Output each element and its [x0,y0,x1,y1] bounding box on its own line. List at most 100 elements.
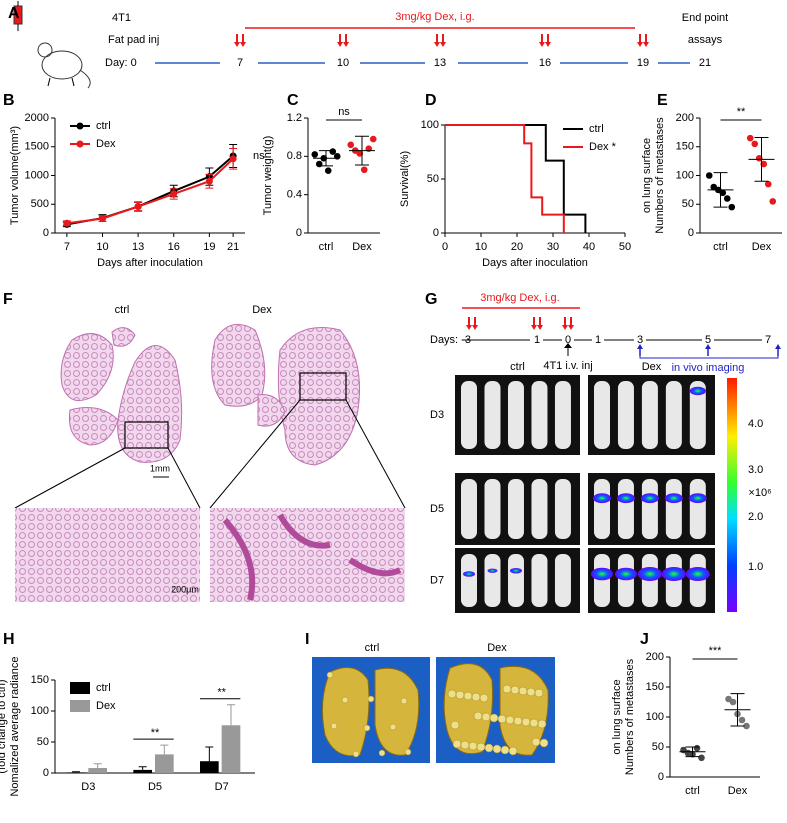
data-point [728,203,736,211]
mouse [554,479,571,539]
annotation: ** [737,106,746,118]
x-tick-label: 19 [203,241,215,253]
x-tick-label: D3 [81,781,95,793]
data-point [63,219,71,227]
nodule [400,697,408,705]
arrow-head [564,343,572,348]
nodule [489,713,499,723]
signal [637,567,662,581]
mouse [617,479,634,539]
x-tick-label: ctrl [319,241,334,253]
day-label: 16 [539,57,551,69]
y-tick-label: 100 [676,169,694,181]
x-tick-label: 30 [547,241,559,253]
y-tick-label: 50 [682,198,694,210]
data-point [134,203,142,211]
zoom-line [14,447,126,509]
error-bar [160,744,169,755]
nodule [521,717,531,727]
sd-bar [754,137,769,182]
mouse [461,479,477,539]
y-axis-label: Tumor volume(mm³) [9,126,21,225]
data-point [729,698,737,706]
y-axis-label: on lung surface [611,679,623,754]
lung-section [211,323,361,466]
nodule [529,718,539,728]
signal [640,493,659,504]
data-point [324,167,332,175]
y-tick-label: 0.8 [287,150,302,162]
nodule [537,719,547,729]
data-point [719,189,727,197]
histology-image [210,508,405,602]
endpoint-label: End point [682,12,728,24]
legend-label: ctrl [589,123,604,135]
y-tick-label: 2000 [25,112,49,124]
y-axis-label: Tumor weight(g) [262,136,274,216]
bar [66,772,86,773]
error-bar [138,766,147,770]
signal [593,493,611,504]
data-point [769,198,777,205]
mouse [531,381,548,449]
arrow-head [537,325,543,330]
panel-label: B [3,92,15,109]
zoom-box [124,421,169,449]
mouse [507,479,524,539]
colorbar-tick: 4.0 [748,418,763,430]
mouse [507,554,524,607]
scale-label: 200μm [171,584,199,594]
x-tick-label: ctrl [685,785,700,797]
vessel [222,513,402,601]
y-tick-label: 200 [646,651,664,663]
y-tick-label: 1.2 [287,112,302,124]
y-tick-label: 500 [31,198,49,210]
error-bar [205,746,214,762]
panel-label: I [305,631,309,648]
nodule [502,684,512,694]
y-axis-label: Survival(%) [399,151,411,207]
data-point [356,150,364,157]
data-point [693,744,701,752]
nodule [473,711,483,721]
data-point [705,172,713,179]
panel-label: D [425,92,437,109]
nodule [450,720,460,730]
y-tick-label: 100 [31,705,49,717]
x-tick-label: Dex [352,241,372,253]
data-point [99,215,106,223]
panel-a: 4T1 Fat pad inj Day: 0 3mg/kg Dex, i.g. … [13,1,728,89]
y-tick-label: 0 [43,767,49,779]
panel-labels: A B C D E F G H I J [3,5,668,648]
day-label: D3 [430,409,444,421]
lung-tissue [321,663,549,757]
x-tick-label: 21 [227,241,239,253]
legend-label: Dex * [589,141,617,153]
x-tick-label: Dex [728,785,748,797]
endpoint-label: assays [688,34,723,46]
arrow-head [539,42,545,47]
arrow-head [466,325,472,330]
data-point [229,155,237,163]
mouse [554,554,571,607]
day-label: 7 [237,57,243,69]
day-label: Days: -3 [430,334,471,346]
arrow-head [562,325,568,330]
signal [463,571,475,577]
mouse [617,554,634,607]
y-tick-label: 0 [658,771,664,783]
syringe-icon [13,1,23,31]
y-tick-label: 0 [296,227,302,239]
day-label: 3 [637,334,643,346]
survival-curve [445,124,587,233]
survival-curve [445,124,565,233]
nodule [531,737,541,747]
arrow-head [637,42,643,47]
day-label: 7 [765,334,771,346]
error-bar [72,771,80,773]
arrow-head [337,42,343,47]
signal [591,567,613,581]
day-label: 1 [595,334,601,346]
x-tick-label: ctrl [713,241,728,253]
